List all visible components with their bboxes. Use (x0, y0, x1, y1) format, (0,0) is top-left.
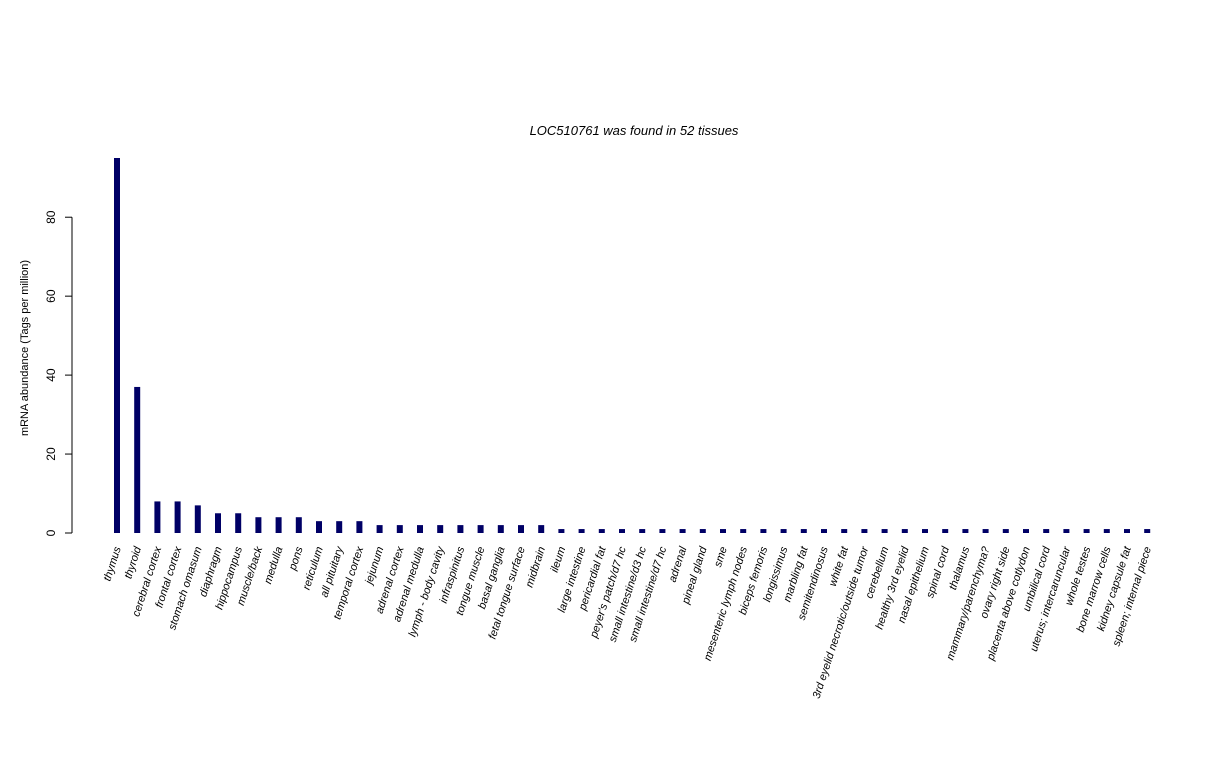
bar (114, 158, 120, 533)
bar (316, 521, 322, 533)
bar (437, 525, 444, 533)
y-tick-label: 0 (44, 529, 58, 536)
bar (1083, 529, 1090, 533)
chart-title: LOC510761 was found in 52 tissues (530, 123, 739, 138)
bar (841, 529, 848, 533)
category-label: adrenal (667, 545, 690, 584)
y-tick-label: 20 (44, 447, 58, 461)
bar (154, 501, 161, 533)
bar (457, 525, 464, 533)
y-tick-label: 60 (44, 289, 58, 303)
bar (861, 529, 868, 533)
bar (639, 529, 646, 533)
bar (396, 525, 403, 533)
bar (780, 529, 787, 533)
bar (235, 513, 242, 533)
y-tick-label: 40 (44, 368, 58, 382)
bar (336, 521, 343, 533)
y-axis: 0 20 40 60 80 (44, 210, 73, 536)
category-label: midbrain (524, 545, 548, 589)
bar (194, 505, 201, 533)
bar (275, 517, 282, 533)
bar (1103, 529, 1110, 533)
bar (619, 529, 625, 533)
bar (518, 525, 524, 533)
bar (578, 529, 585, 533)
bar (538, 525, 545, 533)
bar (598, 529, 605, 533)
bar (679, 529, 686, 533)
bar (821, 529, 827, 533)
category-label: thyroid (122, 544, 144, 580)
bar (497, 525, 504, 533)
bar (760, 529, 767, 533)
bar (922, 529, 928, 533)
bar (800, 529, 807, 533)
y-axis-label: mRNA abundance (Tags per million) (19, 260, 31, 436)
bar (982, 529, 989, 533)
bar (901, 529, 908, 533)
bar (295, 517, 302, 533)
category-label: sme (712, 545, 730, 568)
bar (1144, 529, 1151, 533)
bar (215, 513, 221, 533)
bar (881, 529, 888, 533)
bar (1063, 529, 1070, 533)
bar (477, 525, 484, 533)
bar (356, 521, 363, 533)
bar (134, 386, 141, 533)
bar (942, 529, 949, 533)
y-tick-label: 80 (44, 210, 58, 224)
bar (417, 525, 423, 533)
category-label: thymus (101, 545, 124, 583)
bar (1124, 529, 1130, 533)
bar (1002, 529, 1009, 533)
bar (558, 529, 565, 533)
category-label: ileum (549, 545, 569, 574)
bar (255, 517, 262, 533)
bar (962, 529, 969, 533)
bar (659, 529, 666, 533)
bar (740, 529, 747, 533)
bar (1043, 529, 1050, 533)
bar (720, 529, 726, 533)
bar (699, 529, 706, 533)
bar (376, 525, 383, 533)
category-label: pons (287, 545, 306, 573)
bars (114, 158, 1151, 533)
bar (1023, 529, 1029, 533)
bar (174, 501, 181, 533)
category-label: medulla (262, 545, 285, 585)
